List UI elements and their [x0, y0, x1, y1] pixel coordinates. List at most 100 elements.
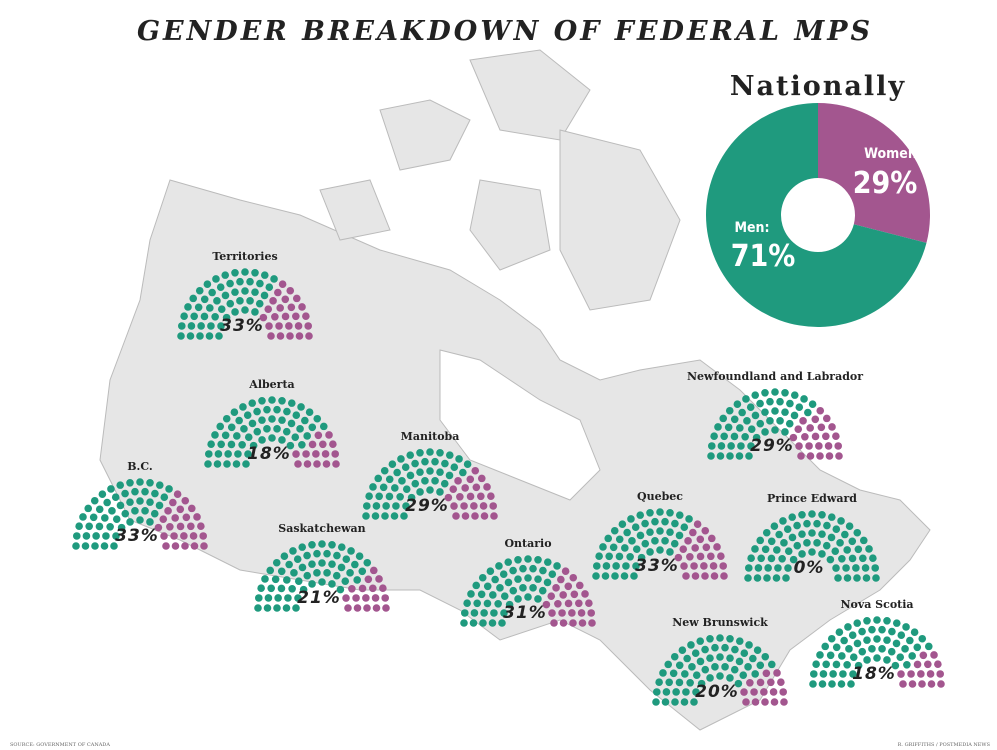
- seat-dot: [847, 680, 855, 688]
- seat-dot: [397, 455, 405, 463]
- seat-dot: [272, 558, 281, 567]
- seat-dot: [809, 680, 817, 688]
- region-pct: 29%: [405, 496, 449, 516]
- seat-dot: [400, 512, 408, 520]
- seat-dot: [342, 555, 351, 564]
- seat-dot: [913, 643, 922, 652]
- seat-dot: [126, 498, 134, 506]
- region-name: Saskatchewan: [278, 522, 365, 535]
- seat-dot: [706, 654, 714, 662]
- seat-dot: [362, 512, 370, 520]
- seat-dot: [818, 510, 826, 519]
- seat-dot: [189, 532, 198, 540]
- seat-dot: [570, 590, 579, 599]
- seat-dot: [827, 513, 836, 521]
- region-pct: 31%: [503, 603, 547, 623]
- seat-dot: [843, 546, 851, 554]
- seat-dot: [281, 312, 290, 321]
- seat-dot: [221, 271, 230, 279]
- seat-dot: [98, 490, 107, 499]
- seat-dot: [282, 604, 291, 612]
- seat-dot: [374, 474, 383, 483]
- island: [469, 179, 551, 271]
- seat-dot: [106, 523, 114, 531]
- seat-dot: [226, 299, 235, 308]
- seat-dot: [717, 552, 725, 561]
- seat-dot: [207, 322, 215, 330]
- seat-dot: [364, 575, 373, 584]
- seat-dot: [918, 680, 926, 688]
- seat-dot: [620, 572, 629, 580]
- seat-dot: [504, 578, 513, 587]
- seat-dot: [95, 522, 104, 531]
- seat-dot: [691, 572, 700, 580]
- seat-dot: [863, 616, 871, 625]
- seat-dot: [371, 594, 380, 602]
- seat-dot: [251, 308, 259, 316]
- seat-dot: [199, 532, 208, 540]
- seat-dot: [839, 670, 847, 678]
- seat-dot: [298, 543, 307, 551]
- seat-dot: [260, 271, 269, 279]
- seat-dot: [269, 297, 277, 305]
- seat-dot: [534, 555, 542, 564]
- seat-dot: [141, 487, 149, 496]
- seat-dot: [165, 485, 173, 493]
- seat-dot: [883, 656, 891, 664]
- seat-dot: [825, 452, 834, 460]
- seat-dot: [605, 552, 613, 561]
- seat-dot: [286, 441, 295, 450]
- seat-dot: [859, 536, 868, 545]
- seat-dot: [336, 585, 345, 594]
- seat-dot: [254, 594, 263, 602]
- seat-dot: [469, 619, 478, 627]
- seat-dot: [761, 652, 770, 661]
- seat-dot: [211, 313, 219, 321]
- seat-dot: [762, 528, 771, 537]
- seat-dot: [726, 654, 734, 662]
- seat-dot: [402, 502, 410, 510]
- seat-dot: [828, 680, 836, 688]
- seat-dot: [793, 521, 801, 530]
- seat-dot: [466, 475, 475, 484]
- seat-dot: [426, 486, 434, 494]
- seat-dot: [380, 466, 389, 475]
- seat-dot: [790, 411, 799, 420]
- seat-dot: [416, 448, 424, 457]
- seat-dot: [727, 442, 735, 450]
- seat-dot: [235, 416, 243, 425]
- seat-dot: [240, 425, 248, 433]
- seat-dot: [750, 688, 758, 696]
- seat-dot: [615, 552, 624, 561]
- seat-dot: [780, 698, 788, 706]
- seat-dot: [223, 460, 231, 468]
- seat-dot: [391, 484, 399, 492]
- seat-dot: [155, 501, 164, 510]
- seat-dot: [646, 528, 654, 536]
- seat-dot: [604, 534, 613, 543]
- seat-dot: [329, 440, 337, 449]
- seat-dot: [470, 609, 479, 617]
- seat-dot: [804, 408, 812, 417]
- seat-dot: [313, 569, 321, 577]
- seat-dot: [557, 575, 565, 584]
- seat-dot: [845, 522, 854, 531]
- seat-dot: [595, 552, 603, 561]
- seat-dot: [907, 670, 915, 678]
- seat-dot: [716, 452, 725, 460]
- seat-dot: [305, 408, 314, 417]
- seat-dot: [200, 312, 209, 321]
- seat-dot: [362, 594, 370, 602]
- seat-dot: [781, 408, 789, 416]
- seat-dot: [720, 572, 728, 580]
- seat-dot: [806, 452, 815, 460]
- seat-dot: [305, 332, 313, 340]
- seat-dot: [473, 599, 481, 608]
- seat-dot: [690, 698, 698, 706]
- seat-dot: [504, 558, 513, 566]
- seat-dot: [707, 442, 716, 450]
- seat-dot: [273, 425, 281, 433]
- seat-dot: [455, 455, 463, 463]
- seat-dot: [803, 519, 811, 528]
- seat-dot: [117, 523, 126, 532]
